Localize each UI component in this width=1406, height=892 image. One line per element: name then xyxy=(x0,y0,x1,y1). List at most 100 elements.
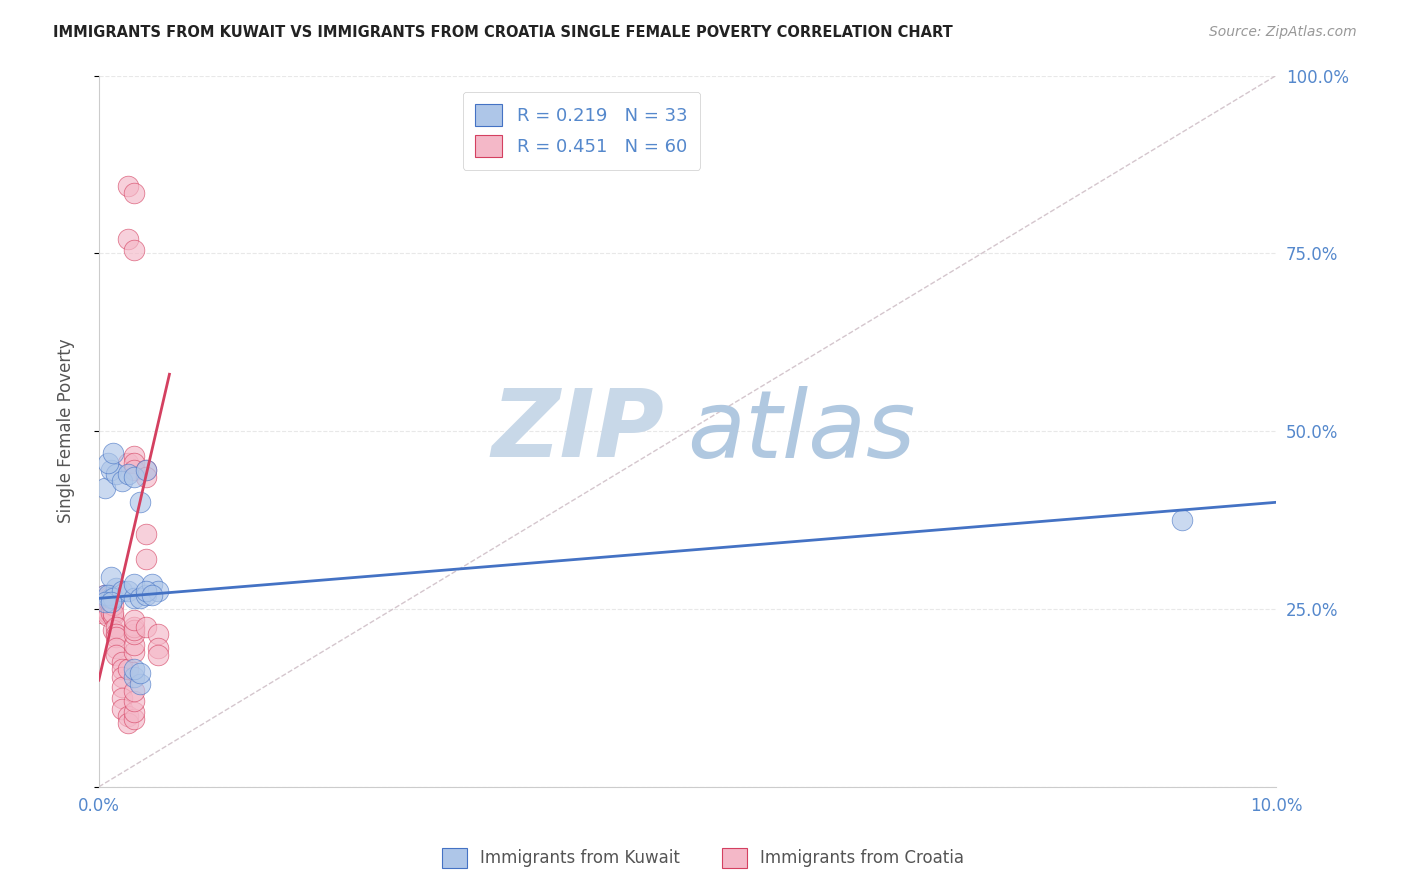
Point xyxy=(146,641,169,656)
Point xyxy=(122,712,145,726)
Point xyxy=(105,641,128,656)
Y-axis label: Single Female Poverty: Single Female Poverty xyxy=(58,339,75,524)
Point xyxy=(91,606,114,620)
Point xyxy=(93,481,115,495)
Point xyxy=(93,591,115,606)
Point xyxy=(100,588,122,602)
Point xyxy=(122,243,145,257)
Point xyxy=(135,588,157,602)
Point xyxy=(105,467,128,481)
Point xyxy=(122,620,145,634)
Point xyxy=(93,588,115,602)
Point xyxy=(122,577,145,591)
Point xyxy=(111,690,134,705)
Point xyxy=(97,609,120,624)
Point xyxy=(101,445,124,459)
Point xyxy=(117,232,139,246)
Text: ZIP: ZIP xyxy=(491,385,664,477)
Point xyxy=(129,591,152,606)
Point xyxy=(100,595,122,609)
Point xyxy=(111,701,134,715)
Point xyxy=(100,606,122,620)
Point xyxy=(117,708,139,723)
Point xyxy=(100,599,122,613)
Point xyxy=(122,705,145,719)
Point xyxy=(122,449,145,463)
Point xyxy=(135,552,157,566)
Point xyxy=(117,584,139,599)
Point xyxy=(129,666,152,681)
Point xyxy=(93,588,115,602)
Point xyxy=(141,588,163,602)
Point xyxy=(105,648,128,663)
Point xyxy=(94,602,117,616)
Point xyxy=(101,599,124,613)
Point xyxy=(122,694,145,708)
Point xyxy=(146,584,169,599)
Point xyxy=(135,463,157,477)
Point xyxy=(97,606,120,620)
Point xyxy=(111,584,134,599)
Point xyxy=(97,588,120,602)
Point xyxy=(100,591,122,606)
Point xyxy=(97,456,120,470)
Point xyxy=(135,584,157,599)
Point xyxy=(117,663,139,677)
Point xyxy=(105,581,128,595)
Point xyxy=(122,683,145,698)
Point xyxy=(101,624,124,638)
Point xyxy=(111,663,134,677)
Point xyxy=(96,591,118,606)
Point xyxy=(135,470,157,484)
Point xyxy=(135,463,157,477)
Point xyxy=(146,648,169,663)
Point xyxy=(146,627,169,641)
Point xyxy=(101,606,124,620)
Point xyxy=(117,178,139,193)
Text: Source: ZipAtlas.com: Source: ZipAtlas.com xyxy=(1209,25,1357,39)
Point xyxy=(111,670,134,684)
Point xyxy=(122,624,145,638)
Legend: R = 0.219   N = 33, R = 0.451   N = 60: R = 0.219 N = 33, R = 0.451 N = 60 xyxy=(463,92,700,170)
Point xyxy=(129,495,152,509)
Point xyxy=(101,609,124,624)
Point xyxy=(117,467,139,481)
Point xyxy=(100,591,122,606)
Point xyxy=(101,591,124,606)
Point xyxy=(105,627,128,641)
Point xyxy=(93,599,115,613)
Point xyxy=(111,656,134,670)
Point xyxy=(96,599,118,613)
Point xyxy=(122,638,145,652)
Point xyxy=(100,570,122,584)
Point xyxy=(105,620,128,634)
Point xyxy=(122,463,145,477)
Point xyxy=(129,676,152,690)
Legend: Immigrants from Kuwait, Immigrants from Croatia: Immigrants from Kuwait, Immigrants from … xyxy=(436,841,970,875)
Point xyxy=(122,186,145,200)
Point xyxy=(105,631,128,645)
Point xyxy=(117,456,139,470)
Point xyxy=(100,463,122,477)
Point xyxy=(122,627,145,641)
Point xyxy=(122,645,145,659)
Point xyxy=(94,595,117,609)
Point xyxy=(122,663,145,677)
Point xyxy=(117,715,139,730)
Point xyxy=(122,613,145,627)
Point xyxy=(111,680,134,694)
Point xyxy=(98,595,121,609)
Point xyxy=(122,470,145,484)
Point xyxy=(135,527,157,541)
Point xyxy=(122,456,145,470)
Point xyxy=(135,620,157,634)
Text: atlas: atlas xyxy=(688,385,915,476)
Point xyxy=(111,474,134,488)
Point xyxy=(122,591,145,606)
Point xyxy=(93,595,115,609)
Point xyxy=(1171,513,1194,527)
Point xyxy=(90,599,112,613)
Point xyxy=(141,577,163,591)
Text: IMMIGRANTS FROM KUWAIT VS IMMIGRANTS FROM CROATIA SINGLE FEMALE POVERTY CORRELAT: IMMIGRANTS FROM KUWAIT VS IMMIGRANTS FRO… xyxy=(53,25,953,40)
Point xyxy=(122,670,145,684)
